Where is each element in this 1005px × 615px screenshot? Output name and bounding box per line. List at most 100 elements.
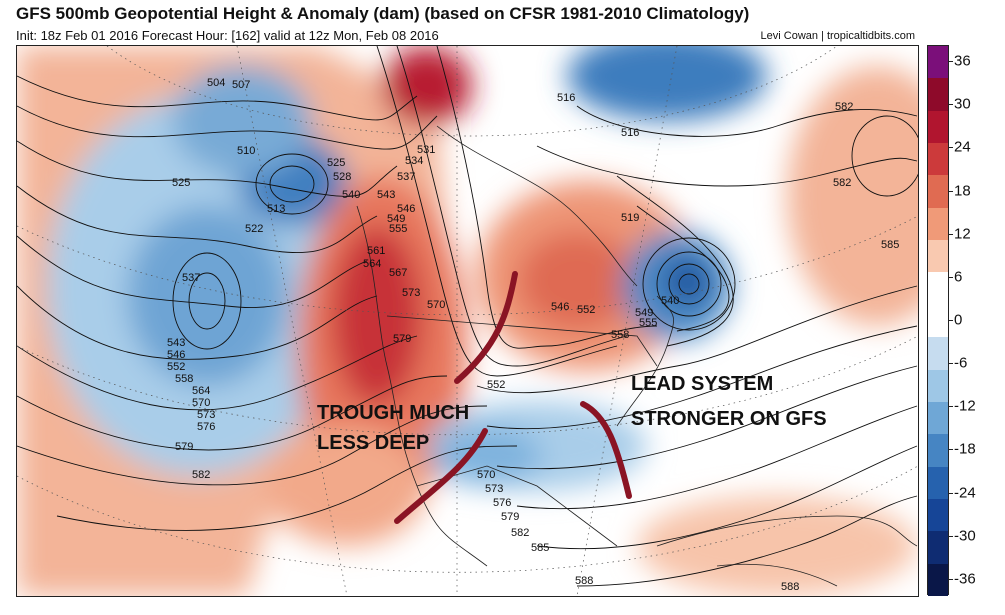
contour-label: 573 [197, 409, 215, 421]
colorbar-segment [928, 563, 948, 597]
colorbar-tick-label: -12 [954, 397, 976, 415]
colorbar-segment [928, 240, 948, 273]
colorbar-tick-mark [948, 363, 953, 365]
colorbar-tick-label: -36 [954, 570, 976, 588]
contour-label: 525 [172, 177, 190, 189]
colorbar-segment [928, 110, 948, 144]
contour-label: 549 [387, 213, 405, 225]
contour-label: 540 [342, 189, 360, 201]
contour-label: 564 [192, 385, 210, 397]
contour-label: 507 [232, 79, 250, 91]
contour-label: 552 [487, 379, 505, 391]
contour-label: 516 [557, 92, 575, 104]
contour-label: 537 [182, 272, 200, 284]
contour-label: 510 [237, 145, 255, 157]
coastlines [356, 125, 918, 587]
contour-label: 531 [417, 144, 435, 156]
colorbar-segment [928, 175, 948, 209]
contour-label: 576 [493, 497, 511, 509]
colorbar-tick-label: 12 [954, 225, 971, 243]
annotation-text: TROUGH MUCH LESS DEEP LEAD SYSTEM STRONG… [317, 373, 827, 454]
colorbar-tick-mark [948, 61, 953, 63]
contour-label: 513 [267, 203, 285, 215]
colorbar-segment [928, 46, 948, 79]
contour-label: 561 [367, 245, 385, 257]
contour-label: 549 [635, 307, 653, 319]
annotation-lines [394, 271, 632, 524]
contour-label: 579 [501, 511, 519, 523]
contour-label: 552 [577, 304, 595, 316]
colorbar-tick-mark [948, 406, 953, 408]
contour-label: 588 [575, 575, 593, 587]
contour-label: 537 [397, 171, 415, 183]
colorbar-segment [928, 272, 948, 306]
trough-annotation-line-2: LESS DEEP [317, 432, 429, 454]
contour-label: 585 [881, 239, 899, 251]
contour-label: 585 [531, 542, 549, 554]
colorbar-tick-label: 18 [954, 182, 971, 200]
contour-label: 555 [389, 223, 407, 235]
contour-label: 522 [245, 223, 263, 235]
colorbar-segment [928, 466, 948, 500]
colorbar-tick-label: -18 [954, 440, 976, 458]
contour-label: 504 [207, 77, 225, 89]
contour-label: 516 [621, 127, 639, 139]
colorbar-segment [928, 337, 948, 371]
colorbar-tick-label: 6 [954, 268, 963, 286]
colorbar-segment [928, 531, 948, 565]
contour-label: 540 [661, 295, 679, 307]
colorbar-tick-label: 36 [954, 52, 971, 70]
colorbar-tick-label: 0 [954, 311, 963, 329]
map-title: GFS 500mb Geopotential Height & Anomaly … [16, 4, 750, 23]
colorbar-tick-mark [948, 147, 953, 149]
colorbar-tick-mark [948, 104, 953, 106]
lead-annotation-line-1: LEAD SYSTEM [631, 373, 773, 395]
colorbar-segment [928, 498, 948, 532]
colorbar-segment [928, 401, 948, 435]
contour-label: 558 [175, 373, 193, 385]
colorbar-tick-label: -30 [954, 527, 976, 545]
lead-annotation-line-2: STRONGER ON GFS [631, 408, 827, 430]
anomaly-colorbar [927, 45, 949, 597]
graticule [17, 46, 918, 596]
contour-label: 528 [333, 171, 351, 183]
contour-label: 525 [327, 157, 345, 169]
colorbar-segment [928, 207, 948, 241]
contour-label: 555 [639, 317, 657, 329]
colorbar-tick-mark [948, 492, 953, 494]
contour-label: 519 [621, 212, 639, 224]
contour-label: 534 [405, 155, 423, 167]
map-credit: Levi Cowan | tropicaltidbits.com [760, 30, 915, 42]
colorbar-tick-label: 24 [954, 138, 971, 156]
contour-label: 546 [551, 301, 569, 313]
contour-label: 546 [397, 203, 415, 215]
contour-label: 570 [192, 397, 210, 409]
height-contours [17, 46, 918, 587]
colorbar-tick-mark [948, 319, 953, 321]
map-subtitle: Init: 18z Feb 01 2016 Forecast Hour: [16… [16, 28, 439, 43]
colorbar-segment [928, 304, 948, 338]
map-canvas: 504 507 510 513 516 516 519 522 525 525 … [17, 46, 918, 596]
contour-label: 543 [377, 189, 395, 201]
contour-label: 582 [833, 177, 851, 189]
colorbar-segment [928, 143, 948, 176]
colorbar-tick-mark [948, 535, 953, 537]
contour-label: 558 [611, 329, 629, 341]
colorbar-segment [928, 78, 948, 112]
colorbar-segment [928, 434, 948, 468]
contour-label: 579 [175, 441, 193, 453]
colorbar-tick-mark [948, 449, 953, 451]
anomaly-shading [17, 46, 918, 596]
colorbar-tick-label: 30 [954, 95, 971, 113]
contour-label: 564 [363, 258, 381, 270]
contour-label: 582 [192, 469, 210, 481]
contour-label: 573 [402, 287, 420, 299]
trough-annotation-line-1: TROUGH MUCH [317, 402, 469, 424]
contour-label: 573 [485, 483, 503, 495]
contour-label: 567 [389, 267, 407, 279]
colorbar-tick-mark [948, 233, 953, 235]
contour-label: 570 [477, 469, 495, 481]
weather-map: 504 507 510 513 516 516 519 522 525 525 … [16, 45, 919, 597]
colorbar-tick-label: -6 [954, 354, 968, 372]
colorbar-tick-mark [948, 276, 953, 278]
